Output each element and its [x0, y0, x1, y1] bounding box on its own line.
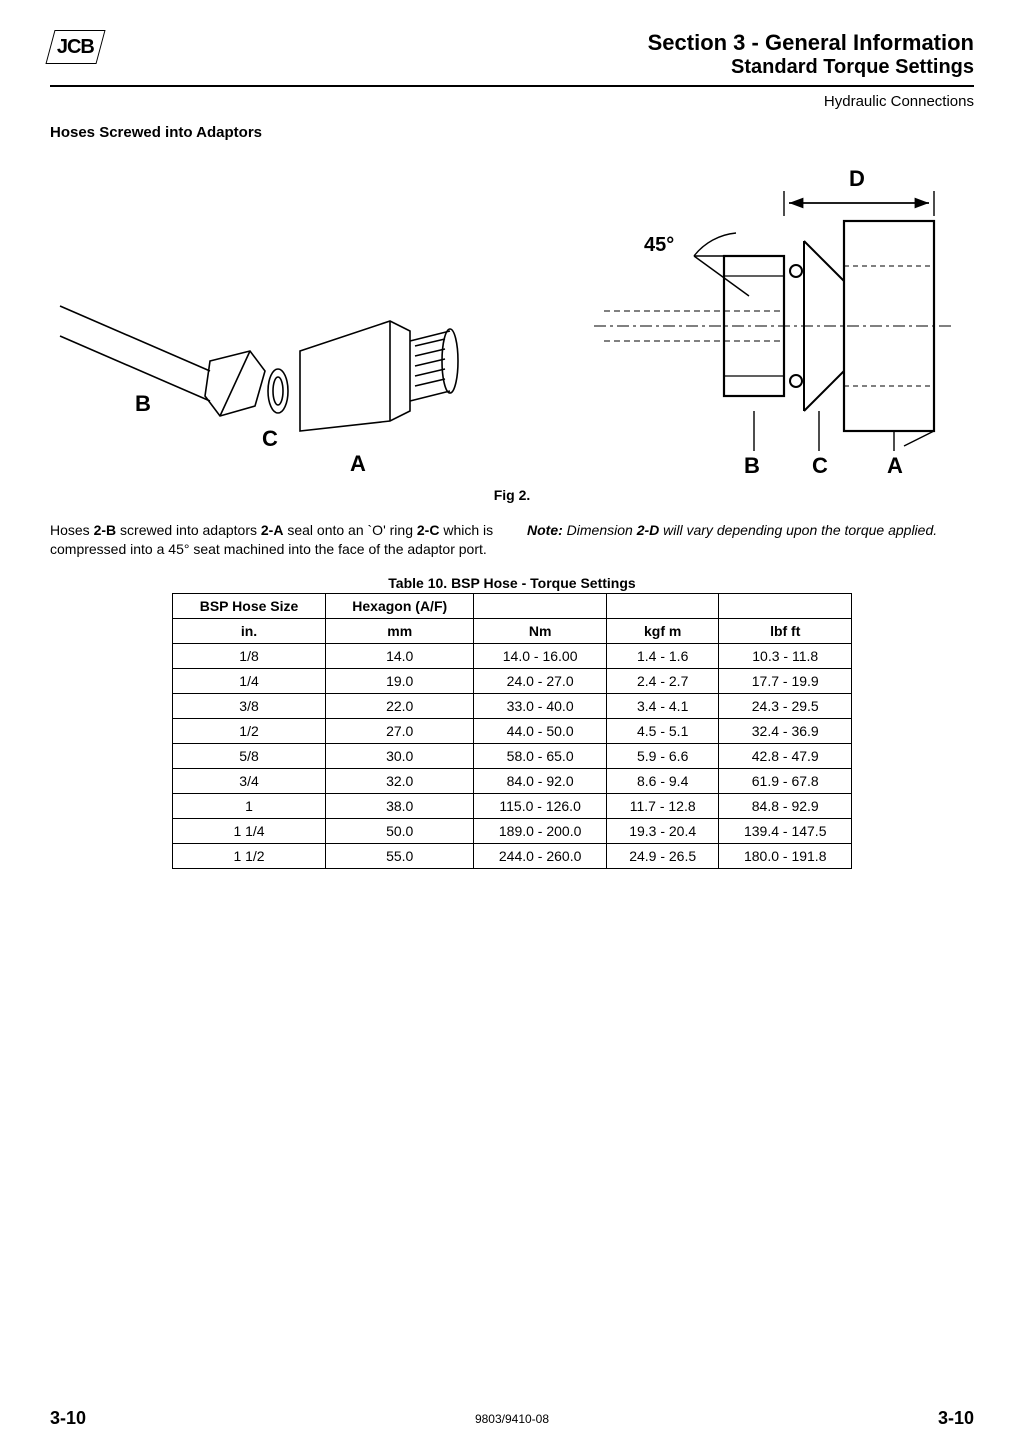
fig-right-label-d: D	[849, 166, 865, 191]
fig-right-label-a: A	[887, 453, 903, 478]
table-body: 1/814.014.0 - 16.001.4 - 1.610.3 - 11.8 …	[173, 643, 852, 868]
note-label: Note:	[527, 522, 563, 538]
para-left-b1: 2-B	[94, 522, 117, 538]
figure-left: B C A	[50, 221, 480, 481]
fig-left-label-c: C	[262, 426, 278, 451]
table-row: 1 1/255.0244.0 - 260.024.9 - 26.5180.0 -…	[173, 843, 852, 868]
footer-page-right: 3-10	[938, 1408, 974, 1429]
table-row: 1 1/450.0189.0 - 200.019.3 - 20.4139.4 -…	[173, 818, 852, 843]
th-kgfm: kgf m	[606, 618, 719, 643]
th-bsp-size: BSP Hose Size	[173, 593, 326, 618]
page-header: JCB Section 3 - General Information Stan…	[50, 30, 974, 87]
para-left-mid1: screwed into adaptors	[116, 522, 261, 538]
logo: JCB	[45, 30, 105, 64]
para-left-pre: Hoses	[50, 522, 94, 538]
fig-left-label-b: B	[135, 391, 151, 416]
subsection-title: Standard Torque Settings	[648, 56, 974, 79]
table-row: 5/830.058.0 - 65.05.9 - 6.642.8 - 47.9	[173, 743, 852, 768]
th-hex: Hexagon (A/F)	[326, 593, 474, 618]
para-left-mid2: seal onto an `O' ring	[283, 522, 416, 538]
note-post: will vary depending upon the torque appl…	[659, 522, 937, 538]
note-pre: Dimension	[563, 522, 637, 538]
body-col-left: Hoses 2-B screwed into adaptors 2-A seal…	[50, 521, 497, 559]
table-caption: Table 10. BSP Hose - Torque Settings	[50, 575, 974, 591]
th-blank2	[606, 593, 719, 618]
table-row: 138.0115.0 - 126.011.7 - 12.884.8 - 92.9	[173, 793, 852, 818]
figure-right-svg: D 45° B C A	[544, 161, 974, 481]
footer-doc: 9803/9410-08	[475, 1412, 549, 1426]
th-blank1	[474, 593, 607, 618]
table-header-row-2: in. mm Nm kgf m lbf ft	[173, 618, 852, 643]
footer-page-left: 3-10	[50, 1408, 86, 1429]
note-bold: 2-D	[637, 522, 660, 538]
figure-left-svg: B C A	[50, 221, 480, 481]
table-row: 1/814.014.0 - 16.001.4 - 1.610.3 - 11.8	[173, 643, 852, 668]
para-left-b2: 2-A	[261, 522, 284, 538]
th-in: in.	[173, 618, 326, 643]
body-columns: Hoses 2-B screwed into adaptors 2-A seal…	[50, 521, 974, 559]
figure-right: D 45° B C A	[544, 161, 974, 481]
figures-row: B C A	[50, 161, 974, 481]
fig-right-label-b: B	[744, 453, 760, 478]
table-row: 1/419.024.0 - 27.02.4 - 2.717.7 - 19.9	[173, 668, 852, 693]
para-left-b3: 2-C	[417, 522, 440, 538]
th-lbfft: lbf ft	[719, 618, 852, 643]
torque-table: BSP Hose Size Hexagon (A/F) in. mm Nm kg…	[172, 593, 852, 869]
figure-caption: Fig 2.	[50, 487, 974, 503]
fig-left-label-a: A	[350, 451, 366, 476]
th-blank3	[719, 593, 852, 618]
table-row: 3/432.084.0 - 92.08.6 - 9.461.9 - 67.8	[173, 768, 852, 793]
fig-right-label-c: C	[812, 453, 828, 478]
table-header-row-1: BSP Hose Size Hexagon (A/F)	[173, 593, 852, 618]
page-subhead: Hydraulic Connections	[50, 93, 974, 110]
table-row: 1/227.044.0 - 50.04.5 - 5.132.4 - 36.9	[173, 718, 852, 743]
page-footer: 3-10 9803/9410-08 3-10	[50, 1408, 974, 1429]
th-nm: Nm	[474, 618, 607, 643]
header-titles: Section 3 - General Information Standard…	[648, 30, 974, 79]
hoses-heading: Hoses Screwed into Adaptors	[50, 124, 974, 141]
logo-text: JCB	[57, 36, 94, 59]
body-col-right: Note: Dimension 2-D will vary depending …	[527, 521, 974, 559]
fig-right-label-angle: 45°	[644, 234, 674, 256]
table-row: 3/822.033.0 - 40.03.4 - 4.124.3 - 29.5	[173, 693, 852, 718]
section-title: Section 3 - General Information	[648, 30, 974, 56]
th-mm: mm	[326, 618, 474, 643]
